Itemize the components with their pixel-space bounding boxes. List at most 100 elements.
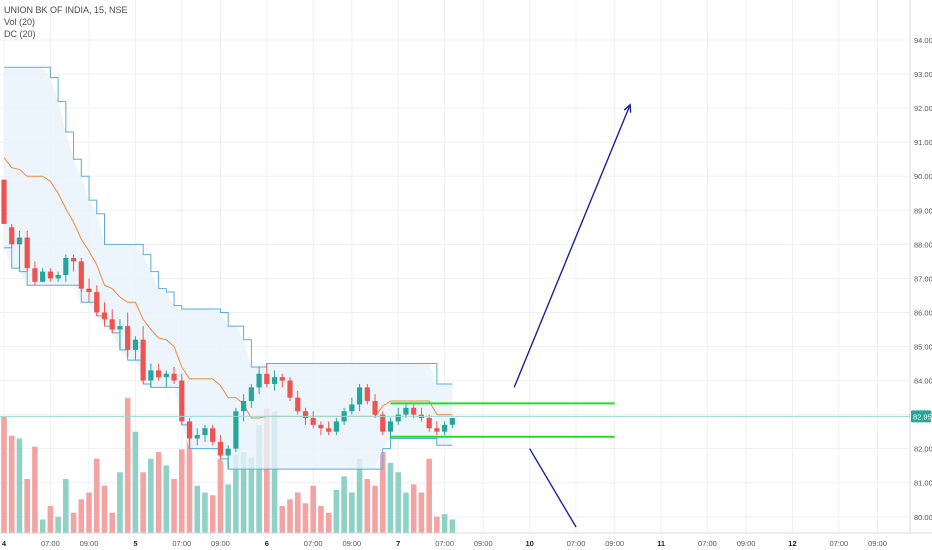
candle-body	[179, 380, 185, 422]
candle-body	[426, 418, 432, 429]
price-tick-label: 87.00	[914, 274, 932, 283]
time-axis[interactable]: 4 07:00 09:00 5 07:00 09:00 6 07:00 09:00 7 07:00 0…	[0, 532, 932, 550]
donchian-fill	[4, 67, 453, 470]
candle-body	[132, 339, 139, 350]
time-tick-label: 09:00	[868, 539, 887, 548]
volume-bar	[225, 484, 231, 533]
candle-body	[318, 424, 324, 429]
candle-body	[186, 421, 193, 439]
volume-bar	[202, 492, 208, 533]
volume-bar	[349, 492, 355, 533]
candle-body	[109, 319, 115, 330]
bearish-line	[529, 448, 577, 528]
price-axis[interactable]: 94.00 93.00 92.00 91.00 90.00 89.00 88.00 87.00…	[909, 0, 932, 550]
time-tick-label: 07:00	[435, 539, 454, 548]
price-tick-label: 90.00	[914, 172, 932, 181]
bullish-arrow-line	[513, 104, 631, 388]
candle-body	[1, 179, 7, 224]
volume-bar	[418, 492, 425, 533]
price-tick-label: 81.00	[914, 479, 932, 488]
time-tick-label: 07:00	[304, 539, 323, 548]
candle-body	[380, 414, 386, 432]
candle-body	[233, 411, 239, 449]
price-tick-label: 92.00	[914, 104, 932, 113]
candle-body	[194, 435, 200, 439]
volume-bar	[240, 452, 247, 533]
candle-body	[364, 387, 370, 401]
volume-bar	[86, 492, 92, 533]
volume-indicator-label[interactable]: Vol (20)	[4, 17, 36, 27]
bullish-arrow-head	[623, 103, 632, 113]
volume-bar	[364, 479, 371, 533]
volume-bar	[441, 514, 448, 533]
time-tick-label: 4	[2, 539, 7, 548]
volume-bar	[32, 446, 38, 533]
candle-body	[148, 370, 154, 381]
price-tick-label: 82.00	[914, 445, 932, 454]
chart-legend: UNION BK OF INDIA, 15, NSE Vol (20) DC (…	[4, 4, 128, 40]
volume-bar	[148, 458, 154, 533]
candle-body	[434, 428, 440, 432]
volume-bar	[310, 485, 316, 533]
volume-bar	[1, 416, 7, 533]
candle-body	[78, 261, 84, 289]
volume-bar	[248, 457, 255, 533]
candle-body	[411, 407, 417, 415]
candle-body	[9, 227, 15, 245]
candle-body	[70, 257, 77, 262]
donchian-indicator-label[interactable]: DC (20)	[4, 29, 36, 39]
candle-body	[287, 380, 293, 398]
volume-bar	[395, 472, 402, 533]
volume-bar	[233, 454, 239, 533]
time-tick-label: 07:00	[567, 539, 586, 548]
candle-body	[94, 292, 100, 313]
volume-bar	[124, 398, 131, 533]
price-tick-label: 85.00	[914, 343, 932, 352]
candle-body	[32, 268, 38, 282]
price-tick-label: 86.00	[914, 308, 932, 317]
drawing-tools[interactable]	[390, 103, 632, 528]
time-tick-label: 5	[133, 539, 137, 548]
candle-body	[225, 448, 231, 456]
candle-body	[271, 377, 278, 384]
donchian-upper-band	[4, 66, 453, 385]
time-tick-label: 09:00	[211, 539, 230, 548]
candle-body	[248, 387, 254, 401]
time-tick-label: 09:00	[605, 539, 624, 548]
candle-body	[55, 275, 61, 279]
volume-bar	[55, 516, 61, 533]
volume-bar	[271, 411, 278, 533]
symbol-title[interactable]: UNION BK OF INDIA, 15, NSE	[4, 5, 128, 15]
candle-body	[356, 387, 363, 405]
volume-bar	[217, 458, 224, 533]
time-axis-background	[0, 533, 932, 550]
volume-bar	[109, 512, 116, 533]
candle-body	[449, 418, 455, 425]
last-price-label: 82.95	[913, 412, 932, 421]
volume-bar	[178, 449, 185, 533]
time-tick-label: 09:00	[474, 539, 493, 548]
time-tick-label: 09:00	[342, 539, 361, 548]
price-tick-label: 84.00	[914, 377, 932, 386]
volume-bar	[47, 506, 54, 533]
candle-body	[125, 326, 131, 350]
candle-body	[279, 377, 285, 381]
volume-bar	[39, 519, 46, 533]
volume-bar	[434, 516, 440, 533]
volume-bar	[410, 484, 417, 533]
time-tick-label: 12	[788, 539, 796, 548]
price-tick-label: 94.00	[914, 36, 932, 45]
price-tick-label: 80.00	[914, 513, 932, 522]
time-tick-label: 7	[396, 539, 400, 548]
last-price-tag	[911, 410, 931, 423]
volume-bar	[70, 512, 77, 533]
volume-bar	[186, 422, 193, 533]
volume-bar	[325, 512, 332, 533]
candle-body	[387, 421, 394, 432]
volume-bar	[63, 479, 69, 533]
time-tick-label: 07:00	[829, 539, 848, 548]
price-tick-label: 88.00	[914, 240, 932, 249]
candle-body	[372, 401, 378, 415]
